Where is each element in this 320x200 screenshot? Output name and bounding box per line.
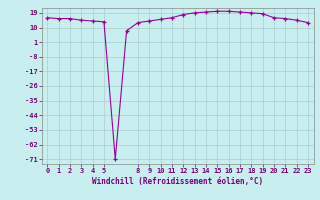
- X-axis label: Windchill (Refroidissement éolien,°C): Windchill (Refroidissement éolien,°C): [92, 177, 263, 186]
